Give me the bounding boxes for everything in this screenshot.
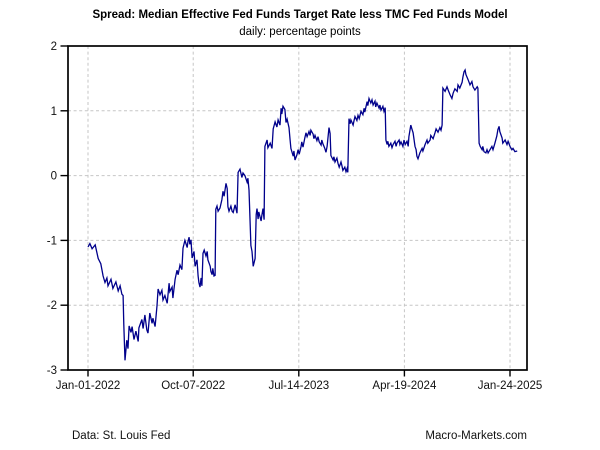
x-tick-label: Jan-01-2022 — [56, 380, 121, 392]
plot-border — [67, 45, 528, 371]
footer-brand: Macro-Markets.com — [425, 430, 527, 442]
y-tick-label: -2 — [47, 300, 57, 312]
spread-line — [87, 68, 518, 361]
y-tick-label: 2 — [51, 41, 57, 53]
footer-source: Data: St. Louis Fed — [72, 430, 171, 442]
x-tick-label: Apr-19-2024 — [372, 380, 437, 392]
x-tick-label: Jul-14-2023 — [268, 380, 329, 392]
y-tick-label: -1 — [47, 235, 57, 247]
y-tick-label: -3 — [47, 365, 57, 377]
x-tick-label: Oct-07-2022 — [161, 380, 225, 392]
chart-subtitle: daily: percentage points — [239, 26, 361, 38]
y-tick-label: 0 — [51, 171, 57, 183]
x-tick-label: Jan-24-2025 — [478, 380, 543, 392]
page-title: Spread: Median Effective Fed Funds Targe… — [92, 9, 508, 21]
y-tick-label: 1 — [51, 106, 57, 118]
